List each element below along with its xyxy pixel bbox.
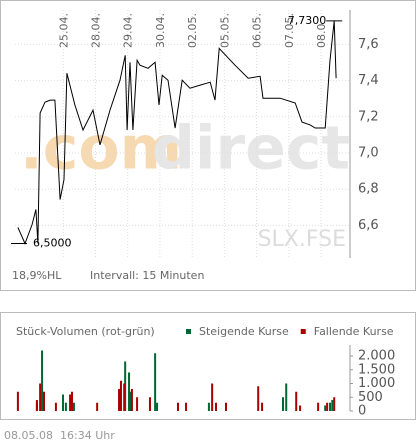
volume-bar bbox=[96, 402, 99, 411]
legend-label: Fallende Kurse bbox=[314, 325, 394, 338]
y-tick-label: 0 bbox=[358, 404, 366, 419]
y-tick-label: 500 bbox=[358, 390, 383, 405]
volume-bar bbox=[54, 402, 57, 411]
symbol: SLX.FSE bbox=[258, 227, 346, 252]
y-tick-label: 7,2 bbox=[358, 109, 379, 124]
y-tick-label: 6,6 bbox=[358, 218, 379, 233]
volume-bar bbox=[331, 400, 334, 411]
legend-swatch bbox=[300, 329, 306, 334]
x-tick-label: 28.04. bbox=[90, 13, 103, 48]
volume-bar bbox=[257, 386, 260, 411]
legend-label: Steigende Kurse bbox=[199, 325, 289, 338]
legend-swatch bbox=[186, 329, 191, 334]
volume-bar bbox=[215, 402, 217, 411]
volume-bar bbox=[299, 405, 302, 411]
volume-bar bbox=[211, 383, 214, 411]
volume-bar bbox=[207, 402, 210, 411]
y-tick-label: 7,0 bbox=[358, 146, 379, 161]
y-tick-label: 6,8 bbox=[358, 182, 379, 197]
volume-bar bbox=[16, 391, 19, 411]
y-tick-label: 7,4 bbox=[358, 73, 379, 88]
volume-bar bbox=[295, 391, 298, 411]
volume-bar bbox=[69, 394, 72, 411]
price-line bbox=[17, 20, 337, 245]
x-tick-label: 05.05. bbox=[218, 13, 231, 48]
volume-bar bbox=[185, 402, 188, 411]
x-tick-label: 29.04. bbox=[122, 13, 135, 48]
volume-bar bbox=[154, 353, 157, 411]
y-tick-label: 2.000 bbox=[358, 349, 395, 364]
x-tick-label: 06.05. bbox=[251, 13, 264, 48]
volume-bar bbox=[130, 389, 133, 411]
volume-panel bbox=[0, 312, 416, 420]
y-tick-label: 1.500 bbox=[358, 362, 395, 377]
volume-bar bbox=[326, 402, 329, 411]
stats: 18,9%HL bbox=[12, 269, 62, 282]
volume-bar bbox=[123, 383, 126, 411]
volume-bar bbox=[42, 391, 45, 411]
volume-bar bbox=[119, 380, 122, 411]
volume-bar bbox=[136, 397, 139, 411]
volume-bar bbox=[333, 397, 336, 411]
footer-time: 16:34 Uhr bbox=[60, 429, 115, 442]
volume-bar bbox=[61, 394, 64, 411]
high-label: 7,7300 bbox=[288, 14, 327, 27]
volume-bar bbox=[35, 400, 38, 411]
y-tick-label: 7,6 bbox=[358, 37, 379, 52]
volume-bar bbox=[64, 402, 67, 411]
volume-bar bbox=[329, 402, 332, 411]
volume-bar bbox=[72, 402, 75, 411]
low-label: 6,5000 bbox=[33, 237, 72, 250]
x-tick-label: 02.05. bbox=[186, 13, 199, 48]
volume-bar bbox=[156, 402, 159, 411]
watermark-direct: direct bbox=[152, 114, 350, 184]
volume-bar bbox=[285, 383, 288, 411]
volume-bar bbox=[128, 372, 131, 411]
volume-bar bbox=[317, 402, 320, 411]
footer-date: 08.05.08 bbox=[4, 429, 53, 442]
volume-bar bbox=[176, 402, 179, 411]
watermark-com: .com bbox=[20, 114, 182, 184]
volume-title: Stück-Volumen (rot-grün) bbox=[16, 325, 155, 338]
volume-bar bbox=[148, 397, 151, 411]
volume-bar bbox=[224, 402, 227, 411]
x-tick-label: 30.04. bbox=[154, 13, 167, 48]
x-tick-label: 25.04. bbox=[57, 13, 70, 48]
volume-bar bbox=[282, 397, 284, 411]
volume-bar bbox=[324, 405, 327, 411]
volume-bar bbox=[118, 389, 121, 411]
x-tick-label: 08.0 bbox=[315, 24, 328, 49]
y-tick-label: 1.000 bbox=[358, 376, 395, 391]
interval: Intervall: 15 Minuten bbox=[90, 269, 204, 282]
volume-bar bbox=[261, 402, 264, 411]
x-tick-label: 07.05. bbox=[283, 13, 296, 48]
volume-bar bbox=[39, 383, 42, 411]
volume-bar bbox=[71, 391, 74, 411]
price-panel bbox=[0, 0, 416, 291]
volume-bar bbox=[41, 350, 44, 411]
